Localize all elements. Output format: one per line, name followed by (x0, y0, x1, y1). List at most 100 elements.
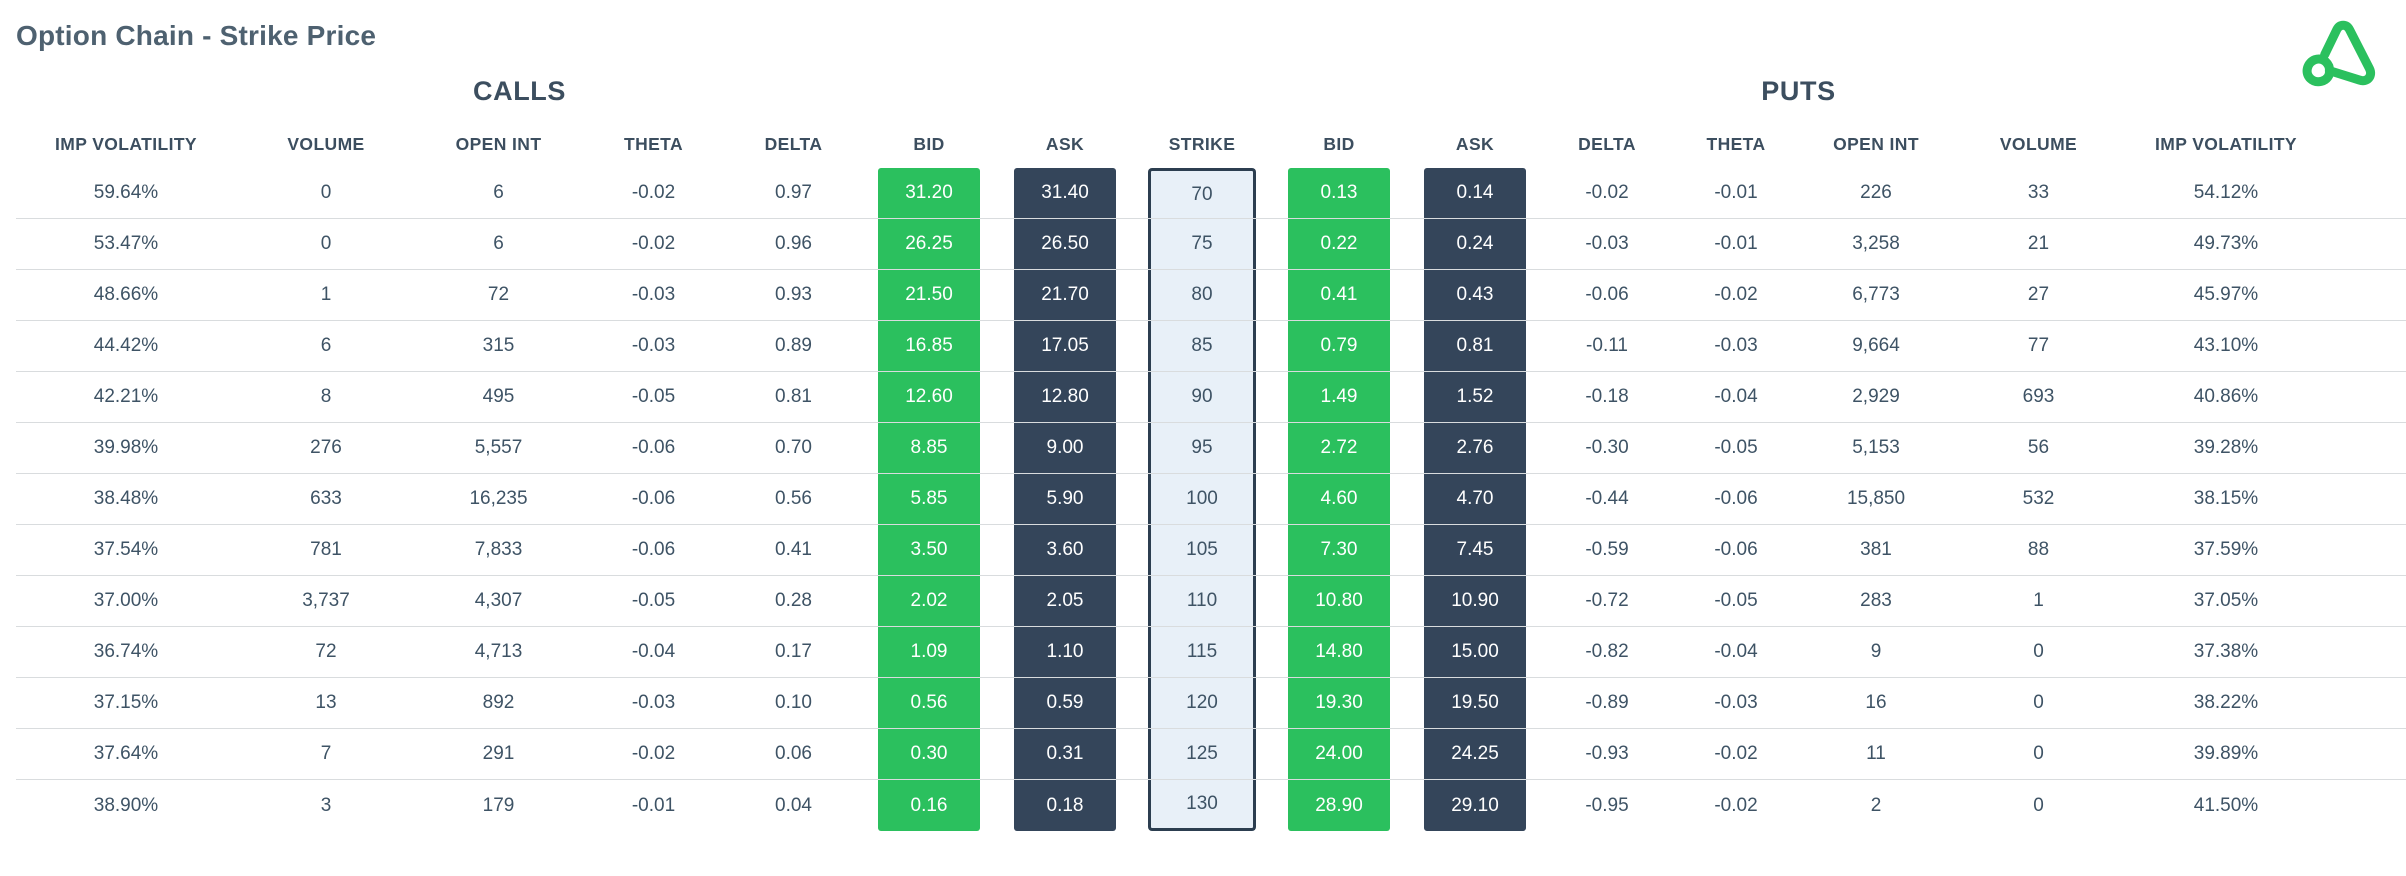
call-bid-cell[interactable]: 0.16 (878, 780, 980, 831)
put-ask-cell[interactable]: 0.43 (1424, 270, 1526, 320)
call-iv-value: 53.47% (93, 233, 159, 254)
call-delta-value: 0.96 (775, 233, 812, 254)
put-bid-cell[interactable]: 1.49 (1288, 372, 1390, 422)
call-bid-cell-wrap: 26.25 (861, 219, 997, 269)
call-ask-cell[interactable]: 21.70 (1014, 270, 1116, 320)
put-ask-cell[interactable]: 7.45 (1424, 525, 1526, 575)
put-ask-cell-wrap: 0.81 (1407, 321, 1543, 371)
option-row-strike-75: 53.47% 0 6 -0.02 0.96 26.25 26.50 75 0.22 0.24 -0.… (16, 219, 2406, 270)
call-bid-cell[interactable]: 0.56 (878, 678, 980, 728)
put-bid-cell[interactable]: 19.30 (1288, 678, 1390, 728)
put-ask-cell-wrap: 0.43 (1407, 270, 1543, 320)
strike-cell: 75 (1148, 219, 1256, 269)
call-ask-cell[interactable]: 26.50 (1014, 219, 1116, 269)
call-bid-cell[interactable]: 5.85 (878, 474, 980, 524)
call-theta-value: -0.06 (631, 539, 676, 560)
put-bid-cell-wrap: 24.00 (1271, 729, 1407, 779)
call-ask-cell[interactable]: 0.18 (1014, 780, 1116, 831)
column-header-put-iv: IMP VOLATILITY (2154, 133, 2298, 154)
put-ask-cell-wrap: 0.14 (1407, 168, 1543, 218)
put-bid-cell[interactable]: 0.79 (1288, 321, 1390, 371)
put-ask-cell[interactable]: 1.52 (1424, 372, 1526, 422)
call-ask-cell[interactable]: 31.40 (1014, 168, 1116, 218)
call-open-int-value: 291 (482, 743, 515, 764)
call-bid-cell[interactable]: 8.85 (878, 423, 980, 473)
call-bid-cell[interactable]: 1.09 (878, 627, 980, 677)
call-volume-value: 0 (320, 233, 332, 254)
call-ask-cell[interactable]: 0.59 (1014, 678, 1116, 728)
put-ask-cell-wrap: 29.10 (1407, 780, 1543, 831)
call-bid-cell[interactable]: 31.20 (878, 168, 980, 218)
call-ask-cell[interactable]: 2.05 (1014, 576, 1116, 626)
column-header-call-theta: THETA (623, 133, 684, 154)
put-delta-value: -0.44 (1585, 488, 1629, 509)
put-ask-cell[interactable]: 0.14 (1424, 168, 1526, 218)
call-ask-cell[interactable]: 9.00 (1014, 423, 1116, 473)
call-ask-cell[interactable]: 0.31 (1014, 729, 1116, 779)
call-ask-cell[interactable]: 1.10 (1014, 627, 1116, 677)
call-bid-cell[interactable]: 3.50 (878, 525, 980, 575)
put-bid-cell[interactable]: 14.80 (1288, 627, 1390, 677)
call-bid-cell[interactable]: 12.60 (878, 372, 980, 422)
call-bid-cell[interactable]: 2.02 (878, 576, 980, 626)
call-ask-cell-wrap: 2.05 (997, 576, 1133, 626)
put-ask-cell[interactable]: 4.70 (1424, 474, 1526, 524)
put-iv-value: 38.22% (2193, 692, 2259, 713)
call-theta-value: -0.02 (631, 233, 676, 254)
strike-cell-wrap: 125 (1133, 729, 1271, 779)
call-volume-value: 72 (315, 641, 337, 662)
call-bid-cell[interactable]: 26.25 (878, 219, 980, 269)
put-bid-cell-wrap: 10.80 (1271, 576, 1407, 626)
put-ask-cell[interactable]: 19.50 (1424, 678, 1526, 728)
put-ask-cell[interactable]: 2.76 (1424, 423, 1526, 473)
put-bid-cell[interactable]: 0.22 (1288, 219, 1390, 269)
call-bid-cell[interactable]: 0.30 (878, 729, 980, 779)
column-header-call-bid: BID (913, 133, 945, 154)
call-ask-cell[interactable]: 5.90 (1014, 474, 1116, 524)
put-open-int-value: 9 (1870, 641, 1882, 662)
call-ask-cell[interactable]: 12.80 (1014, 372, 1116, 422)
column-header-put-volume: VOLUME (1999, 133, 2078, 154)
strike-cell-wrap: 85 (1133, 321, 1271, 371)
put-iv-value: 37.38% (2193, 641, 2259, 662)
call-delta-value: 0.10 (775, 692, 812, 713)
put-bid-cell[interactable]: 28.90 (1288, 780, 1390, 831)
put-delta-value: -0.89 (1585, 692, 1629, 713)
call-ask-cell[interactable]: 17.05 (1014, 321, 1116, 371)
put-ask-cell[interactable]: 15.00 (1424, 627, 1526, 677)
call-open-int-value: 495 (482, 386, 515, 407)
put-ask-cell[interactable]: 29.10 (1424, 780, 1526, 831)
call-bid-cell[interactable]: 16.85 (878, 321, 980, 371)
call-delta-value: 0.89 (775, 335, 812, 356)
call-iv-value: 37.00% (93, 590, 159, 611)
put-iv-value: 43.10% (2193, 335, 2259, 356)
call-open-int-value: 5,557 (474, 437, 523, 458)
put-delta-value: -0.59 (1585, 539, 1629, 560)
put-ask-cell[interactable]: 0.24 (1424, 219, 1526, 269)
put-ask-cell[interactable]: 10.90 (1424, 576, 1526, 626)
put-open-int-value: 16 (1865, 692, 1887, 713)
put-bid-cell[interactable]: 0.13 (1288, 168, 1390, 218)
strike-cell: 70 (1148, 168, 1256, 218)
put-ask-cell-wrap: 4.70 (1407, 474, 1543, 524)
put-bid-cell[interactable]: 7.30 (1288, 525, 1390, 575)
put-ask-cell[interactable]: 0.81 (1424, 321, 1526, 371)
put-bid-cell[interactable]: 0.41 (1288, 270, 1390, 320)
put-theta-value: -0.05 (1714, 590, 1758, 611)
call-volume-value: 781 (310, 539, 342, 560)
put-bid-cell[interactable]: 10.80 (1288, 576, 1390, 626)
strike-cell-wrap: 100 (1133, 474, 1271, 524)
put-ask-cell[interactable]: 24.25 (1424, 729, 1526, 779)
call-bid-cell[interactable]: 21.50 (878, 270, 980, 320)
calls-section-header: CALLS (473, 75, 566, 106)
put-theta-value: -0.02 (1714, 284, 1758, 305)
call-ask-cell[interactable]: 3.60 (1014, 525, 1116, 575)
put-bid-cell[interactable]: 2.72 (1288, 423, 1390, 473)
put-bid-cell[interactable]: 24.00 (1288, 729, 1390, 779)
put-open-int-value: 226 (1860, 182, 1892, 203)
put-volume-value: 0 (2033, 641, 2044, 662)
call-open-int-value: 72 (487, 284, 510, 305)
call-volume-value: 3 (320, 794, 332, 816)
strike-cell: 95 (1148, 423, 1256, 473)
put-bid-cell[interactable]: 4.60 (1288, 474, 1390, 524)
